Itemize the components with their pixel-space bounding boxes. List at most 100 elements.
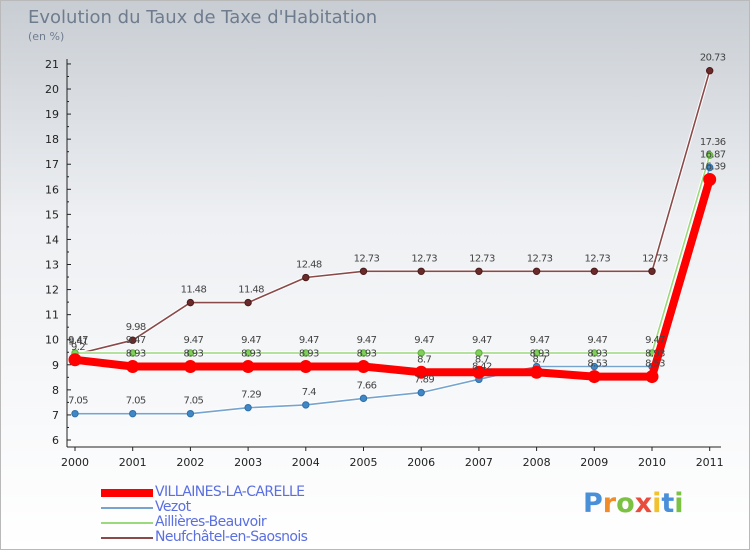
data-point[interactable] — [590, 267, 598, 275]
x-tick-label: 2001 — [119, 456, 147, 469]
x-tick-label: 2005 — [350, 456, 378, 469]
data-point[interactable] — [417, 267, 425, 275]
data-point[interactable] — [590, 362, 598, 371]
legend-label-villaines: VILLAINES-LA-CARELLE — [155, 484, 305, 500]
y-tick-label: 6 — [52, 434, 59, 447]
data-point[interactable] — [587, 370, 601, 384]
data-point[interactable] — [590, 349, 598, 357]
data-point[interactable] — [475, 349, 483, 357]
data-label: 7.05 — [126, 396, 146, 407]
data-point[interactable] — [183, 360, 197, 374]
data-label: 8.93 — [587, 349, 607, 360]
data-label: 8.7 — [475, 354, 489, 365]
data-label: 8.93 — [126, 349, 146, 360]
y-tick-label: 16 — [45, 183, 59, 196]
brand-letter: r — [602, 488, 617, 519]
data-point[interactable] — [472, 365, 486, 379]
data-point[interactable] — [417, 388, 425, 397]
legend-item-aillieres[interactable]: Aillières-Beauvoir — [101, 515, 307, 530]
y-tick-label: 18 — [45, 133, 59, 146]
data-point[interactable] — [532, 349, 541, 357]
brand-letter: x — [634, 488, 653, 519]
data-point[interactable] — [302, 349, 310, 357]
data-label: 12.73 — [469, 253, 495, 264]
brand-letter: i — [674, 488, 684, 519]
data-point[interactable] — [417, 349, 425, 357]
data-label: 8.42 — [472, 361, 492, 372]
data-point[interactable] — [706, 67, 714, 75]
data-point[interactable] — [359, 267, 368, 275]
data-point[interactable] — [357, 360, 370, 374]
series-line — [74, 69, 711, 356]
data-point[interactable] — [244, 298, 252, 307]
x-tick-label: 2006 — [407, 456, 435, 469]
data-label: 9.47 — [299, 335, 319, 346]
data-point[interactable] — [186, 409, 195, 418]
brand-letter: P — [583, 488, 603, 519]
legend: VILLAINES-LA-CARELLE Vezot Aillières-Bea… — [101, 485, 308, 545]
brand-logo: Proxiti — [583, 488, 684, 519]
y-tick-label: 13 — [45, 259, 59, 272]
data-label: 7.66 — [357, 380, 377, 391]
data-point[interactable] — [299, 360, 313, 374]
data-point[interactable] — [706, 151, 714, 159]
data-labels: 9.28.93 8.93 8.93 8.93 8.938.7 8.7 8.7 8.53 8.53… — [68, 53, 726, 407]
data-point[interactable] — [703, 173, 717, 187]
data-label: 8.93 — [645, 349, 665, 360]
data-label: 8.93 — [357, 349, 377, 360]
x-tick-label: 2004 — [292, 456, 320, 469]
data-point[interactable] — [475, 267, 483, 275]
data-point[interactable] — [186, 298, 195, 307]
data-point[interactable] — [186, 349, 195, 357]
legend-item-neufchatel[interactable]: Neufchâtel-en-Saosnois — [101, 530, 308, 545]
data-point[interactable] — [530, 365, 544, 379]
data-label: 16.39 — [700, 162, 726, 173]
data-label: 7.4 — [302, 387, 316, 398]
x-ticks: 2000 2001 2002 2003 2004 2005 2006 2007 2008 2009… — [61, 447, 724, 469]
data-point[interactable] — [414, 365, 428, 379]
chart-subtitle: (en %) — [28, 30, 65, 43]
y-tick-label: 9 — [52, 359, 59, 372]
data-point[interactable] — [645, 370, 659, 384]
y-tick-label: 7 — [52, 409, 59, 422]
data-label: 20.73 — [700, 53, 726, 64]
data-point[interactable] — [706, 163, 714, 172]
data-point[interactable] — [241, 360, 255, 374]
data-point[interactable] — [648, 267, 656, 275]
y-tick-label: 19 — [45, 108, 59, 121]
data-label: 9.47 — [241, 335, 261, 346]
data-point[interactable] — [68, 353, 82, 367]
data-label: 12.73 — [584, 253, 610, 264]
data-label: 12.73 — [354, 253, 380, 264]
data-point[interactable] — [244, 403, 252, 412]
data-point[interactable] — [302, 401, 310, 409]
brand-letter: o — [616, 488, 635, 519]
y-tick-label: 21 — [45, 58, 59, 71]
data-label: 9.47 — [183, 335, 203, 346]
data-point[interactable] — [129, 349, 137, 357]
data-point[interactable] — [359, 349, 368, 357]
legend-item-vezot[interactable]: Vezot — [101, 500, 307, 515]
x-tick-label: 2010 — [638, 456, 666, 469]
brand-letter: i — [652, 488, 662, 519]
x-tick-label: 2002 — [176, 456, 204, 469]
data-point[interactable] — [359, 394, 368, 403]
series-line-halo — [74, 70, 712, 357]
data-label: 11.48 — [181, 285, 207, 296]
legend-item-villaines[interactable]: VILLAINES-LA-CARELLE — [101, 485, 307, 500]
data-label: 7.05 — [183, 396, 203, 407]
data-label: 8.53 — [587, 359, 607, 370]
data-point[interactable] — [302, 273, 310, 282]
data-label: 9.98 — [126, 322, 146, 333]
data-point[interactable] — [126, 360, 140, 374]
data-point[interactable] — [532, 267, 541, 275]
chart-title: Evolution du Taux de Taxe d'Habitation — [28, 7, 378, 28]
data-label: 8.93 — [530, 349, 550, 360]
data-label: 12.73 — [642, 253, 668, 264]
data-label: 9.47 — [126, 335, 146, 346]
data-point[interactable] — [71, 409, 79, 418]
data-point[interactable] — [129, 409, 137, 418]
data-point[interactable] — [129, 336, 137, 344]
data-point[interactable] — [244, 349, 252, 357]
data-label: 9.47 — [530, 335, 550, 346]
